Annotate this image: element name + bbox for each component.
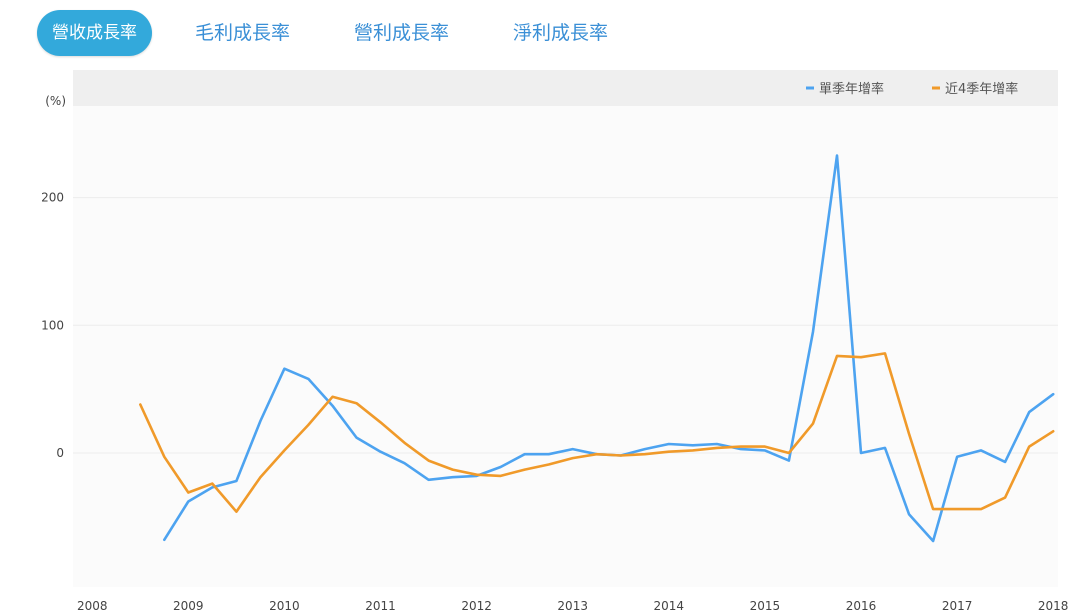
x-tick-label: 2014 <box>654 599 685 613</box>
legend-band <box>73 70 1058 106</box>
growth-line-chart: 0 100 200 (%) 2008 2009 2010 2011 2012 2013 2014 20… <box>41 70 1069 613</box>
tab-net-profit-growth[interactable]: 淨利成長率 <box>513 22 609 44</box>
x-tick-label: 2012 <box>461 599 492 613</box>
y-axis-label: (%) <box>45 94 66 108</box>
y-tick-label: 200 <box>41 191 64 205</box>
tab-gross-profit-growth[interactable]: 毛利成長率 <box>195 22 291 44</box>
series-line-1 <box>139 352 1055 514</box>
x-tick-label: 2017 <box>942 599 973 613</box>
legend-label: 近4季年增率 <box>945 81 1018 97</box>
x-tick-label: 2011 <box>365 599 396 613</box>
legend-label: 單季年增率 <box>819 81 884 97</box>
x-tick-label: 2010 <box>269 599 300 613</box>
x-tick-label: 2013 <box>557 599 588 613</box>
x-tick-label: 2015 <box>750 599 781 613</box>
tab-operating-profit-growth[interactable]: 營利成長率 <box>354 22 450 44</box>
x-tick-label: 2009 <box>173 599 204 613</box>
y-tick-label: 0 <box>56 446 64 460</box>
tab-revenue-growth[interactable]: 營收成長率 <box>37 10 152 56</box>
y-tick-label: 100 <box>41 318 64 332</box>
x-tick-label: 2018 <box>1038 599 1069 613</box>
x-tick-label: 2016 <box>846 599 877 613</box>
plot-background <box>73 70 1058 587</box>
x-tick-label: 2008 <box>77 599 108 613</box>
